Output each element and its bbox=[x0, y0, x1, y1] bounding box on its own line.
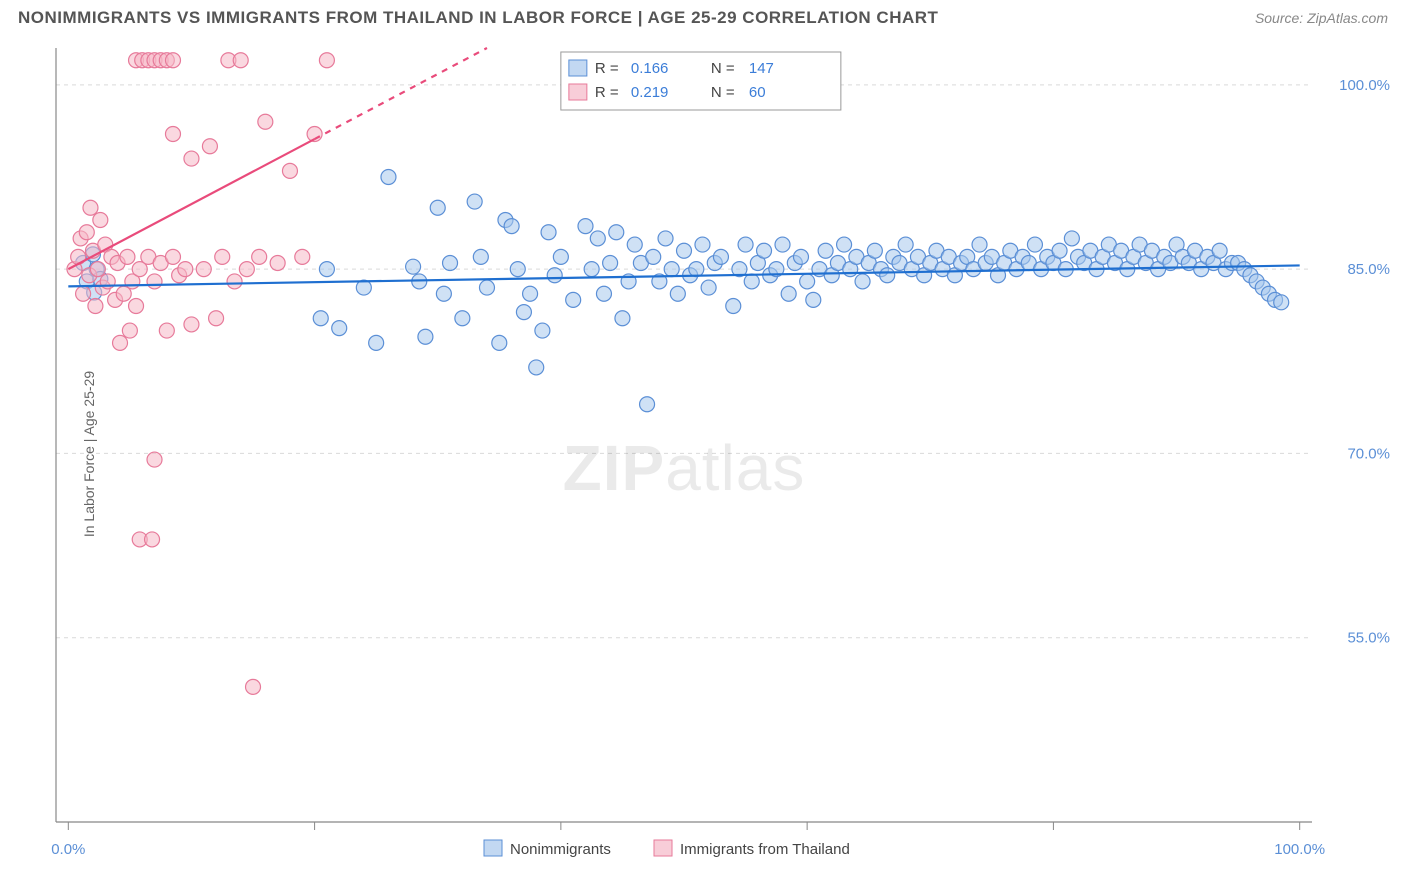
svg-text:ZIPatlas: ZIPatlas bbox=[563, 432, 806, 504]
chart-title: NONIMMIGRANTS VS IMMIGRANTS FROM THAILAN… bbox=[18, 8, 938, 28]
svg-text:N =: N = bbox=[711, 60, 735, 77]
svg-text:0.0%: 0.0% bbox=[51, 841, 85, 858]
svg-text:R =: R = bbox=[595, 60, 619, 77]
svg-text:0.219: 0.219 bbox=[631, 84, 669, 101]
svg-text:55.0%: 55.0% bbox=[1347, 630, 1390, 647]
svg-text:R =: R = bbox=[595, 84, 619, 101]
svg-text:Nonimmigrants: Nonimmigrants bbox=[510, 841, 611, 858]
svg-text:147: 147 bbox=[749, 60, 774, 77]
series-nonimmigrants bbox=[76, 170, 1289, 412]
svg-text:100.0%: 100.0% bbox=[1274, 841, 1325, 858]
svg-text:Immigrants from Thailand: Immigrants from Thailand bbox=[680, 841, 850, 858]
svg-text:N =: N = bbox=[711, 84, 735, 101]
svg-text:70.0%: 70.0% bbox=[1347, 445, 1390, 462]
svg-text:60: 60 bbox=[749, 84, 766, 101]
svg-text:85.0%: 85.0% bbox=[1347, 261, 1390, 278]
svg-text:100.0%: 100.0% bbox=[1339, 77, 1390, 94]
correlation-scatter-chart: ZIPatlas 55.0% 70.0% 85.0% 100.0% 0.0% 100.0% R… bbox=[0, 32, 1406, 876]
title-bar: NONIMMIGRANTS VS IMMIGRANTS FROM THAILAN… bbox=[0, 0, 1406, 32]
chart-container: In Labor Force | Age 25-29 ZIPatlas 55.0%… bbox=[0, 32, 1406, 876]
svg-text:0.166: 0.166 bbox=[631, 60, 669, 77]
y-axis-label: In Labor Force | Age 25-29 bbox=[81, 371, 97, 537]
source-attribution: Source: ZipAtlas.com bbox=[1255, 10, 1388, 26]
